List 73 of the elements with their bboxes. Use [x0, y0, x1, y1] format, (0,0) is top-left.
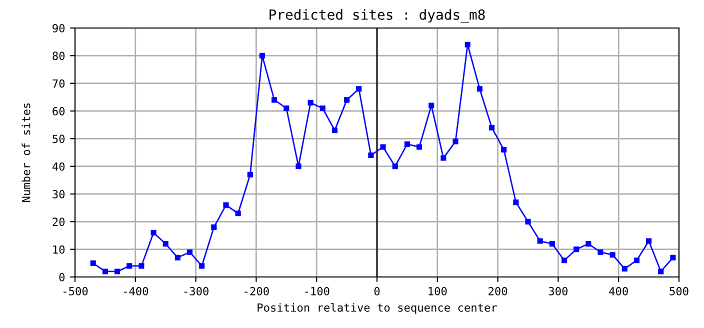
point	[235, 210, 241, 216]
point	[114, 268, 120, 274]
point	[259, 52, 266, 58]
point	[247, 172, 253, 178]
point	[670, 254, 676, 260]
point	[138, 263, 144, 269]
x-tick-label: -100	[305, 286, 330, 296]
point	[332, 128, 338, 134]
point	[392, 164, 398, 170]
x-tick-label: 0	[374, 286, 380, 296]
point	[211, 224, 217, 230]
y-tick-label: 50	[52, 134, 65, 144]
point	[308, 100, 314, 106]
y-tick-label: 10	[53, 245, 65, 254]
point	[174, 254, 180, 260]
x-tick-label: 500	[670, 286, 688, 296]
point	[380, 144, 386, 150]
x-tick-label: -500	[64, 286, 88, 296]
point	[344, 97, 350, 103]
point	[452, 138, 458, 144]
point	[428, 102, 434, 108]
y-axis-title: Number of sites	[22, 103, 30, 202]
point	[488, 124, 495, 130]
point	[598, 249, 604, 255]
y-tick-label: 40	[52, 162, 65, 171]
point	[440, 155, 446, 161]
x-tick-label: -300	[184, 286, 208, 296]
y-tick-label: 70	[52, 79, 65, 88]
point	[150, 230, 156, 236]
point	[284, 105, 290, 112]
y-tick-label: 60	[52, 107, 65, 116]
point	[464, 42, 470, 48]
x-tick-label: 300	[548, 286, 568, 296]
point	[90, 260, 96, 266]
point	[162, 241, 168, 247]
x-tick-label: 100	[428, 286, 447, 296]
point	[320, 105, 326, 112]
chart-title: Predicted sites : dyads_m8	[270, 9, 485, 23]
y-tick-label: 90	[52, 24, 65, 32]
point	[296, 164, 302, 170]
y-tick-label: 30	[52, 190, 65, 198]
point	[416, 144, 422, 150]
point	[356, 86, 362, 92]
point	[368, 152, 374, 158]
point	[634, 258, 640, 264]
point	[186, 249, 193, 255]
point	[525, 218, 531, 224]
x-tick-label: 200	[488, 286, 508, 296]
y-tick-label: 20	[52, 218, 65, 226]
point	[574, 246, 580, 252]
point	[586, 241, 592, 247]
point	[501, 146, 507, 153]
point	[126, 263, 132, 269]
point	[622, 266, 628, 272]
y-tick-label: 0	[59, 273, 65, 282]
point	[646, 238, 652, 244]
point	[199, 263, 205, 269]
x-tick-label: -400	[124, 286, 148, 296]
point	[223, 202, 229, 208]
y-tick-label: 80	[52, 52, 65, 60]
point	[102, 268, 108, 274]
point	[537, 238, 543, 244]
x-tick-label: -200	[244, 286, 269, 296]
point	[272, 97, 278, 103]
point	[658, 268, 664, 274]
x-axis-title: Position relative to sequence center	[258, 303, 497, 314]
point	[610, 252, 616, 258]
point	[561, 258, 568, 264]
point	[513, 200, 519, 206]
point	[404, 141, 410, 147]
x-tick-label: 400	[609, 286, 628, 296]
point	[549, 241, 555, 247]
point	[476, 86, 482, 92]
